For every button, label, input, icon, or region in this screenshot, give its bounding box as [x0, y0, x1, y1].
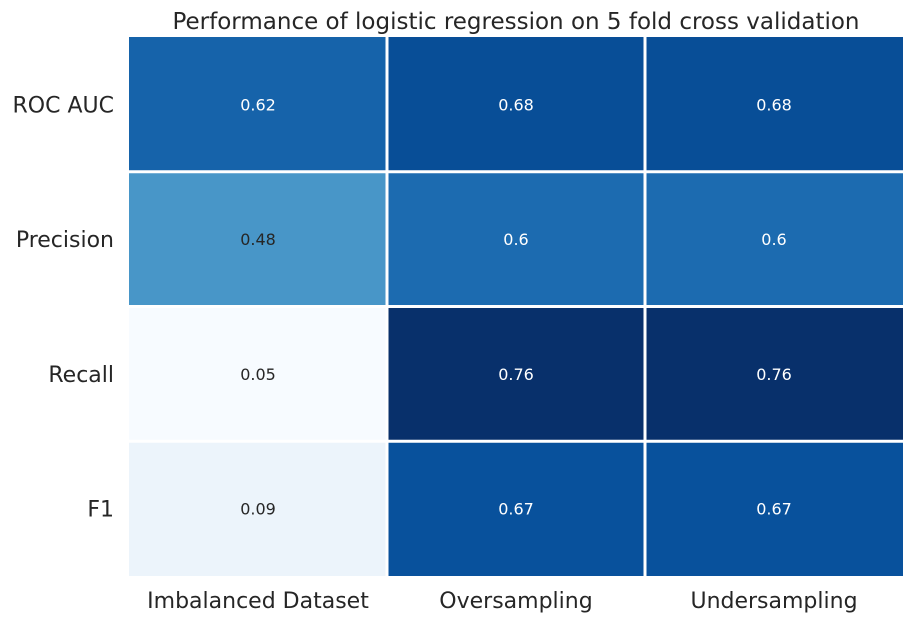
y-tick-label: Precision	[16, 228, 114, 253]
heatmap-cells	[129, 37, 903, 576]
heatmap-cell-r2-c1	[387, 306, 645, 442]
cell-value-label: 0.67	[756, 500, 792, 519]
heatmap-cell-r0-c2	[645, 37, 903, 172]
cell-value-label: 0.6	[761, 230, 786, 249]
y-tick-label: Recall	[48, 363, 114, 388]
heatmap-cell-r0-c1	[387, 37, 645, 172]
cell-value-label: 0.67	[498, 500, 534, 519]
cell-value-label: 0.6	[503, 230, 528, 249]
heatmap-cell-r1-c1	[387, 171, 645, 307]
heatmap-cell-r2-c2	[645, 306, 903, 442]
y-tick-label: ROC AUC	[13, 93, 114, 118]
heatmap-cell-r1-c2	[645, 171, 903, 307]
cell-value-label: 0.68	[498, 95, 534, 114]
x-tick-labels: Imbalanced Dataset Oversampling Undersampl…	[147, 589, 857, 614]
chart-title: Performance of logistic regression on 5 …	[172, 9, 859, 35]
heatmap-cell-r3-c0	[129, 441, 387, 576]
heatmap-cell-r3-c1	[387, 441, 645, 576]
cell-value-labels: 0.62 0.68 0.68 0.48 0.6 0.6 0.05 0.76 0.76 0.09 0.…	[240, 95, 792, 518]
y-tick-labels: ROC AUC Precision Recall F1	[13, 93, 114, 522]
cell-value-label: 0.05	[240, 365, 276, 384]
cell-value-label: 0.62	[240, 95, 276, 114]
heatmap-cell-r1-c0	[129, 171, 387, 307]
x-tick-label: Undersampling	[690, 589, 857, 614]
heatmap-cell-r0-c0	[129, 37, 387, 172]
cell-separators	[129, 37, 903, 576]
cell-value-label: 0.76	[756, 365, 792, 384]
x-tick-label: Oversampling	[439, 589, 592, 614]
cell-value-label: 0.09	[240, 500, 276, 519]
cell-value-label: 0.48	[240, 230, 276, 249]
x-tick-label: Imbalanced Dataset	[147, 589, 369, 614]
y-tick-label: F1	[87, 498, 114, 523]
heatmap-cell-r3-c2	[645, 441, 903, 576]
heatmap-cell-r2-c0	[129, 306, 387, 442]
cell-value-label: 0.68	[756, 95, 792, 114]
cell-value-label: 0.76	[498, 365, 534, 384]
